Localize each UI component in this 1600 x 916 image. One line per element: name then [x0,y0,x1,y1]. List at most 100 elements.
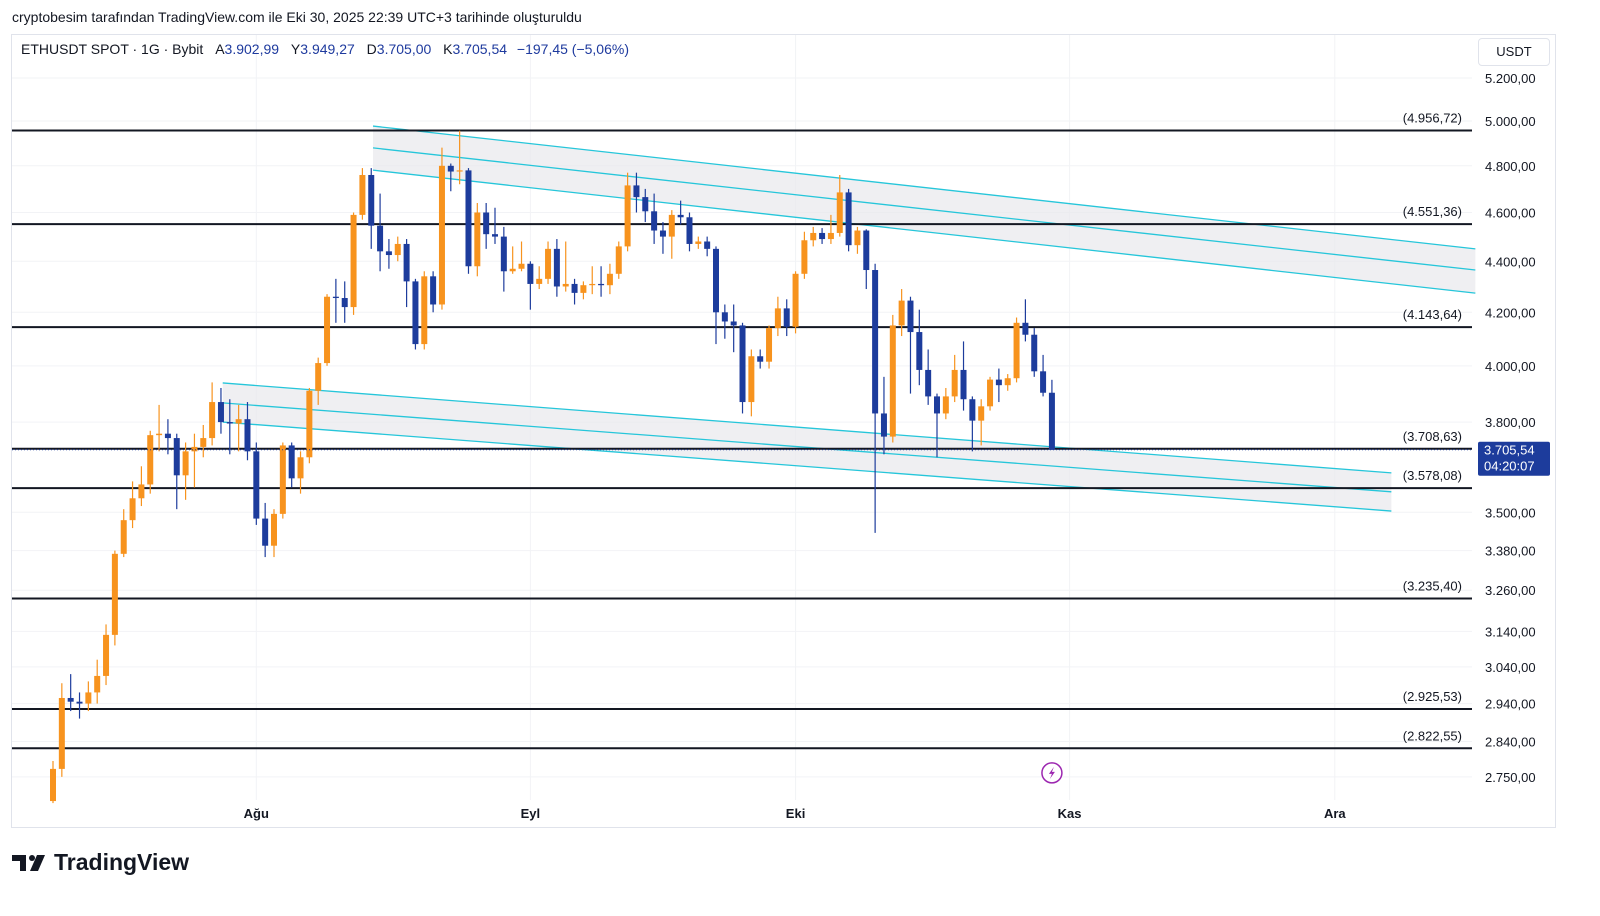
candles [50,130,1055,804]
candle-body [209,402,216,439]
price-tick-label: 4.600,00 [1485,205,1536,220]
tradingview-logo-icon [12,854,45,871]
candle-body [182,451,189,476]
candle-body [898,300,905,326]
candle-body [739,325,746,403]
candle-body [774,308,781,329]
candle-body [173,438,180,476]
candle-body [483,212,490,235]
candle-body [536,278,543,284]
upper-channel-bottom-line [372,169,1476,294]
candle-body [103,634,110,676]
candle-body [695,241,702,244]
candle-body [385,251,392,256]
candle-body [916,332,923,370]
candle-body [350,214,357,308]
candle-body [651,211,658,231]
change-value: −197,45 (−5,06%) [516,41,629,57]
candle-body [854,230,861,246]
candle-body [438,165,445,305]
horizontal-levels: (4.956,72) (4.551,36) (4.143,64) (3.708,63)… [12,111,1472,750]
symbol-legend: ETHUSDT SPOT · 1G · Bybit A3.902,99 Y3.9… [21,41,629,57]
candle-body [324,296,331,364]
time-tick-label: Kas [1058,806,1082,821]
candle-body [447,165,454,172]
candle-body [783,308,790,327]
price-tick-label: 3.380,00 [1485,544,1536,559]
candle-body [553,248,560,287]
current-price-box [1478,441,1550,476]
candle-body [880,413,887,437]
lower-channel-top-line [222,382,1392,474]
candle-body [571,283,578,293]
candle-body [394,243,401,256]
lightning-icon-glyph [1048,766,1055,779]
upper-channel-top-line [372,125,1476,250]
candle-body [810,232,817,241]
open-label: A [215,41,225,57]
channel-bands [222,125,1476,512]
candle-body [474,212,481,267]
candle-body [147,435,154,485]
candle-body [969,399,976,421]
open-value: 3.902,99 [224,41,280,57]
lower-channel-mid-line [222,402,1392,493]
symbol-name[interactable]: ETHUSDT SPOT · 1G · Bybit [21,41,204,57]
candle-body [120,520,127,554]
candle-body [845,192,852,246]
candle-body [598,283,605,286]
candle-body [1022,322,1029,335]
candle-body [262,518,269,546]
currency-unit-button[interactable]: USDT [1478,38,1550,66]
candle-body [757,356,764,362]
candle-body [801,240,808,274]
candle-body [94,675,101,693]
candle-body [341,298,348,308]
candle-body [942,396,949,414]
candle-body [987,379,994,407]
price-tick-label: 2.940,00 [1485,697,1536,712]
level-label: (4.956,72) [1403,111,1462,126]
time-tick-label: Ağu [244,806,269,821]
candle-body [430,276,437,305]
tradingview-logo[interactable]: TradingView [12,849,189,876]
upper-channel-mid-line [372,147,1476,271]
candle-body [615,246,622,274]
countdown-label: 04:20:07 [1484,459,1535,474]
candle-body [978,406,985,421]
candle-body [545,248,552,279]
candle-body [377,225,384,252]
candle-body [606,273,613,286]
price-tick-label: 4.200,00 [1485,305,1536,320]
candle-body [527,263,534,284]
candle-body [412,281,419,345]
candle-body [827,232,834,240]
price-tick-label: 4.800,00 [1485,159,1536,174]
price-tick-label: 2.750,00 [1485,770,1536,785]
price-tick-label: 3.260,00 [1485,583,1536,598]
candle-body [111,553,118,635]
candle-body [668,214,675,237]
chart-frame [11,34,1556,828]
candle-body [85,692,92,704]
price-tick-label: 2.840,00 [1485,735,1536,750]
current-price-label: 3.705,54 [1484,443,1535,458]
candle-body [624,185,631,247]
candle-body [836,192,843,233]
price-tick-label: 3.140,00 [1485,624,1536,639]
candle-body [217,402,224,423]
candle-body [271,513,277,546]
chart-caption: cryptobesim tarafından TradingView.com i… [12,9,582,25]
candle-body [235,419,242,424]
candle-body [297,457,304,479]
candle-body [951,369,958,397]
price-tick-label: 3.040,00 [1485,660,1536,675]
level-label: (2.925,53) [1403,689,1462,704]
candle-body [253,451,260,519]
candle-body [279,445,286,514]
candle-body [819,232,826,240]
candle-body [200,438,207,447]
time-tick-label: Eyl [521,806,541,821]
